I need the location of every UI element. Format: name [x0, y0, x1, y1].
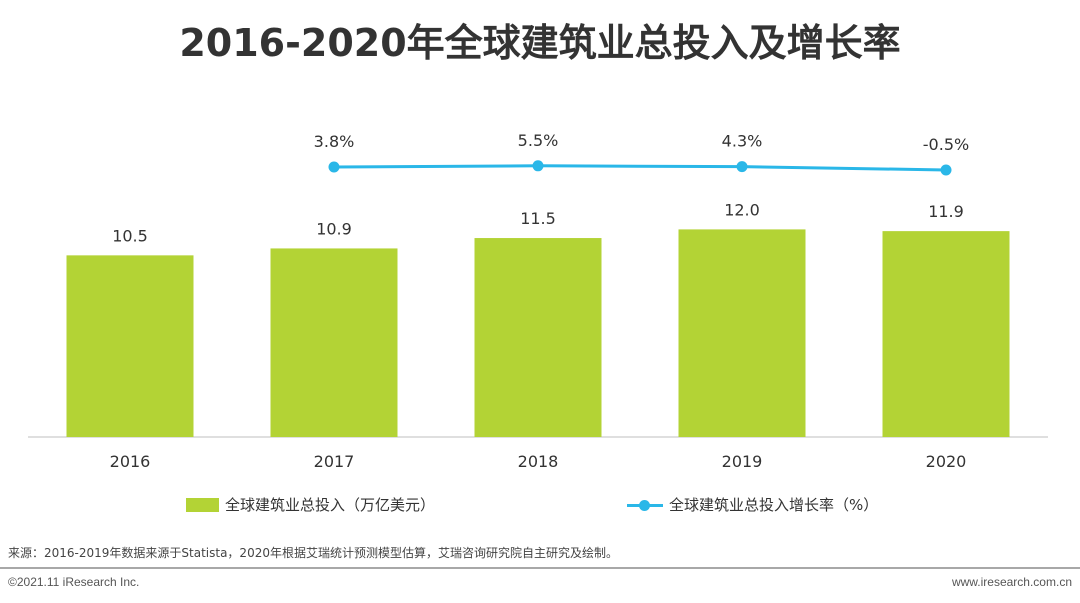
legend-bar-label: 全球建筑业总投入（万亿美元）: [225, 496, 436, 514]
x-tick-label: 2016: [110, 452, 151, 471]
bar-2020: [882, 231, 1010, 437]
growth-rate-point-2018: [532, 160, 544, 172]
growth-rate-point-2020: [940, 164, 952, 176]
bar-value-label: 10.5: [112, 226, 148, 245]
legend-bar-series: 全球建筑业总投入（万亿美元）: [186, 494, 435, 515]
bar-2018: [474, 238, 602, 437]
bar-2016: [66, 255, 194, 437]
legend-bar-swatch: [186, 497, 219, 512]
footer-divider: [0, 567, 1080, 569]
website: www.iresearch.com.cn: [951, 575, 1072, 589]
x-tick-label: 2018: [518, 452, 559, 471]
growth-rate-point-2017: [328, 161, 340, 173]
x-tick-label: 2019: [722, 452, 763, 471]
bar-value-label: 12.0: [724, 200, 760, 219]
combo-chart: 10.5 2016 10.9 2017 11.5 2018 12.0 2019 11.9 2020…: [28, 131, 1048, 471]
growth-rate-point-2019: [736, 161, 748, 173]
bar-2019: [678, 229, 806, 437]
growth-rate-label: -0.5%: [923, 135, 969, 154]
growth-rate-label: 4.3%: [722, 132, 763, 151]
legend-line-label: 全球建筑业总投入增长率（%）: [669, 496, 879, 514]
growth-rate-line: [333, 164, 947, 172]
growth-rate-label: 5.5%: [518, 131, 559, 150]
legend-line-swatch: [627, 498, 663, 512]
bar-value-label: 11.5: [520, 209, 556, 228]
chart-title: 2016-2020年全球建筑业总投入及增长率: [179, 21, 901, 65]
growth-rate-label: 3.8%: [314, 132, 355, 151]
bar-value-label: 10.9: [316, 219, 352, 238]
x-tick-label: 2020: [926, 452, 967, 471]
bar-value-label: 11.9: [928, 202, 964, 221]
legend-line-series: 全球建筑业总投入增长率（%）: [627, 494, 878, 515]
copyright: ©2021.11 iResearch Inc.: [8, 575, 140, 589]
x-tick-label: 2017: [314, 452, 355, 471]
bar-2017: [270, 248, 398, 437]
source-note: 来源：2016-2019年数据来源于Statista，2020年根据艾瑞统计预测…: [8, 546, 618, 560]
